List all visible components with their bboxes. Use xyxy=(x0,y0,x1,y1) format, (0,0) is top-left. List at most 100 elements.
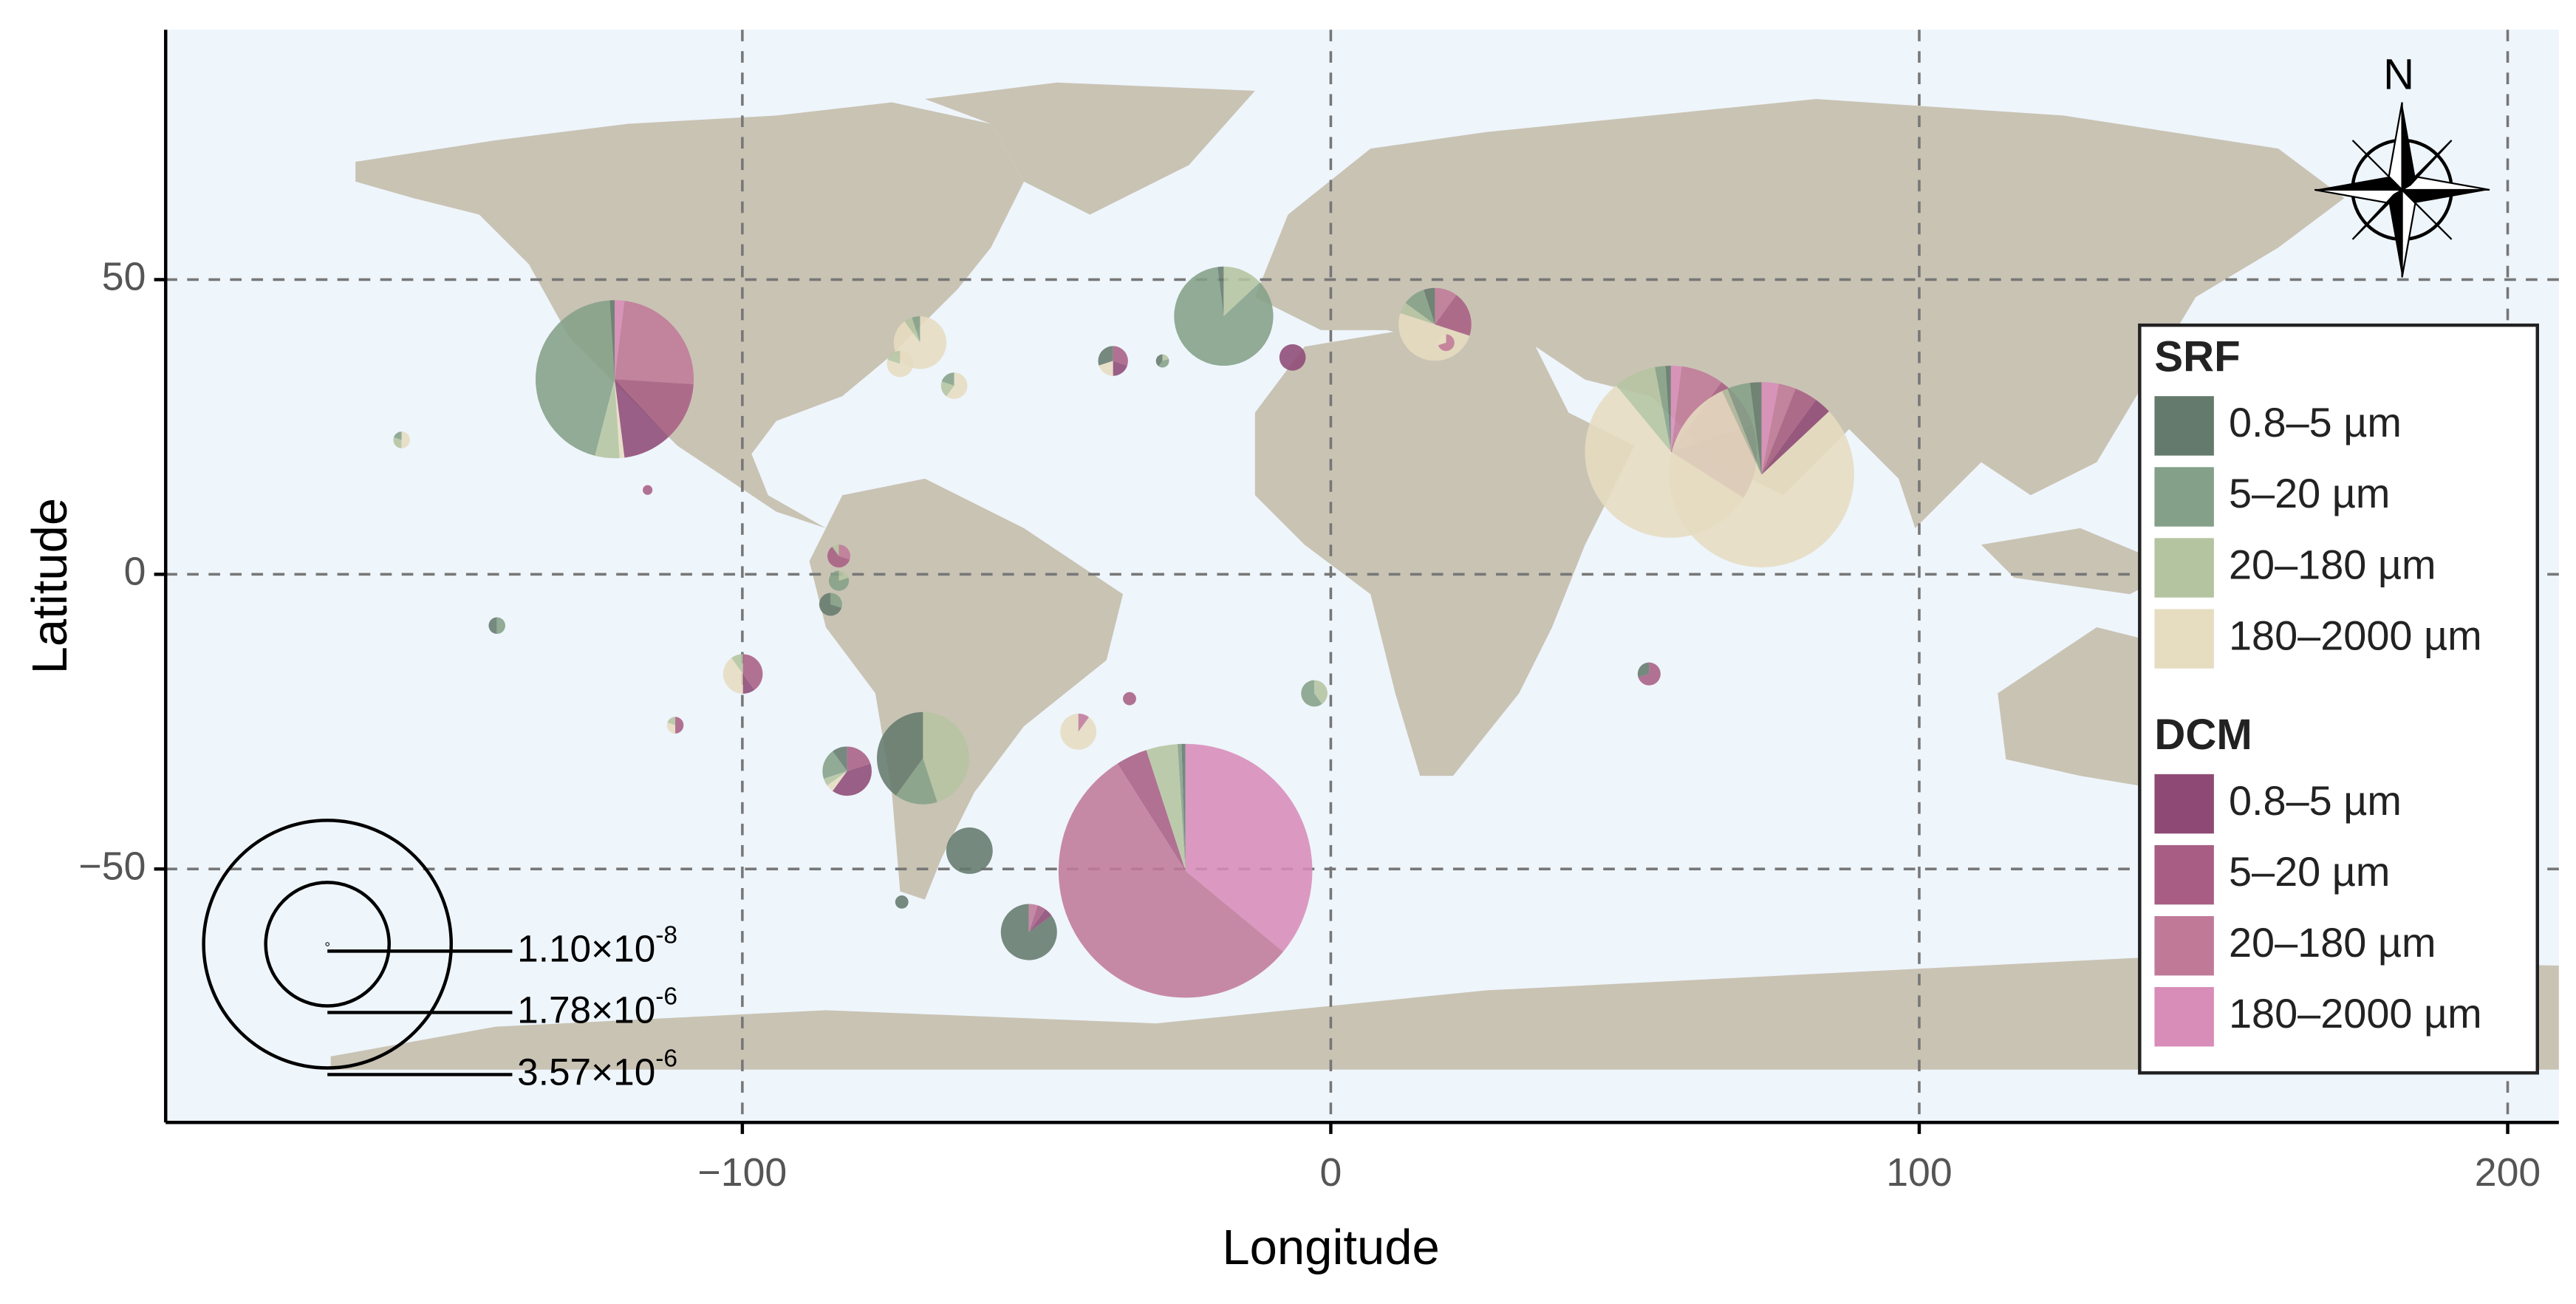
pie-slice xyxy=(827,547,850,568)
pie-slice xyxy=(1028,909,1052,932)
pie-slice xyxy=(1117,750,1186,871)
pie-slice xyxy=(1670,366,1682,452)
pie-slice xyxy=(838,545,850,560)
land xyxy=(809,478,1124,900)
pie-slice xyxy=(828,570,850,591)
pie-slice xyxy=(833,746,847,771)
pie-slice xyxy=(1174,267,1274,366)
pie-slice xyxy=(742,674,755,694)
land-group xyxy=(330,82,2559,1070)
pie-slice xyxy=(1637,662,1650,677)
pie-slice xyxy=(615,300,625,380)
pie-slice xyxy=(1665,366,1671,452)
pie-slice xyxy=(1099,361,1113,376)
size-label-exponent: -8 xyxy=(655,921,677,949)
land xyxy=(330,957,2559,1070)
pie-slice xyxy=(1669,391,1854,567)
pie-slice xyxy=(1761,388,1817,475)
pie-slice xyxy=(1058,763,1284,998)
land xyxy=(1981,528,2179,595)
pie-slice xyxy=(1405,290,1435,325)
pie-slice xyxy=(1424,287,1435,325)
size-legend: 1.10×10-81.78×10-63.57×10-6 xyxy=(202,819,677,1093)
pie-slice xyxy=(496,617,505,635)
pie-group xyxy=(393,266,1854,998)
pie-slice xyxy=(923,711,969,802)
pie-slice xyxy=(1722,388,1762,475)
size-label-exponent: -6 xyxy=(655,983,677,1010)
pie-slice xyxy=(832,545,839,556)
pie-slice xyxy=(904,317,920,343)
x-tick-label: 200 xyxy=(2475,1150,2541,1195)
size-label-exponent: -6 xyxy=(655,1045,677,1072)
pie-slice xyxy=(1761,400,1829,475)
land xyxy=(355,102,1025,528)
pie-slice xyxy=(615,379,625,459)
pie-slice xyxy=(1435,295,1472,336)
size-label: 3.57×10-6 xyxy=(517,1045,677,1093)
pie-slice xyxy=(1177,743,1186,871)
legend-label: 20–180 µm xyxy=(2229,919,2436,966)
pie-slice xyxy=(1398,313,1470,361)
pie-slice xyxy=(1217,266,1224,316)
pie-slice xyxy=(609,300,615,380)
y-tick-label: 50 xyxy=(102,255,146,299)
pie-slice xyxy=(941,372,954,386)
pie-slice xyxy=(1616,367,1671,452)
pie-slice xyxy=(912,316,920,343)
pie-slice xyxy=(1146,744,1186,871)
size-label-mantissa: 3.57×10 xyxy=(517,1050,655,1093)
pie-slice xyxy=(615,379,669,458)
pie-slice xyxy=(401,431,410,448)
x-tick-label: 0 xyxy=(1320,1150,1342,1195)
size-label-mantissa: 1.78×10 xyxy=(517,988,655,1031)
pie-slice xyxy=(1301,680,1322,707)
legend-label: 5–20 µm xyxy=(2229,848,2390,895)
legend-swatch xyxy=(2154,987,2214,1047)
pie-slice xyxy=(1314,680,1328,704)
legend-swatch xyxy=(2154,844,2214,905)
legend-swatch xyxy=(2154,467,2214,527)
pie-slice xyxy=(1727,383,1762,475)
pie-slice xyxy=(946,372,968,399)
pie-slice xyxy=(1028,904,1038,932)
pie-slice xyxy=(666,723,676,734)
pie-slice xyxy=(742,654,763,690)
pie-slice xyxy=(1181,743,1186,871)
legend-title: DCM xyxy=(2154,711,2252,759)
pie-slice xyxy=(1223,266,1260,316)
pie-slice xyxy=(1000,904,1057,960)
land xyxy=(1254,99,2345,528)
pie-slice xyxy=(667,717,676,726)
pie-slice xyxy=(1098,346,1113,366)
pie-slice xyxy=(615,301,694,384)
pie-slice xyxy=(1655,366,1671,452)
pie-slice xyxy=(536,300,615,456)
pie-slice xyxy=(830,593,842,608)
pie-slice xyxy=(946,827,993,874)
legend: SRF 0.8–5 µm 5–20 µm 20–180 µm 180–2000 µm DC… xyxy=(2154,332,2482,1047)
land xyxy=(1254,330,1635,776)
pie-slice xyxy=(1761,383,1796,475)
pie-slice xyxy=(1060,713,1097,750)
pie-slice xyxy=(940,381,954,397)
pie-slice xyxy=(1435,287,1457,325)
pie-slice xyxy=(895,758,937,805)
land xyxy=(924,82,1255,215)
pie-slice xyxy=(847,746,871,771)
compass-label: N xyxy=(2383,50,2414,98)
pie-slice xyxy=(1761,382,1779,475)
pie-slice xyxy=(675,717,684,734)
pie-slice xyxy=(822,751,847,779)
size-circle xyxy=(264,881,391,1008)
legend-swatch xyxy=(2154,538,2214,598)
x-tick-label: 100 xyxy=(1886,1150,1952,1195)
x-axis-title: Longitude xyxy=(1222,1220,1439,1275)
pie-slice xyxy=(1158,358,1169,368)
compass: N xyxy=(2314,50,2490,278)
pie-slice xyxy=(1162,354,1169,361)
pie-slice xyxy=(1078,713,1090,732)
pie-slice xyxy=(1028,905,1046,932)
